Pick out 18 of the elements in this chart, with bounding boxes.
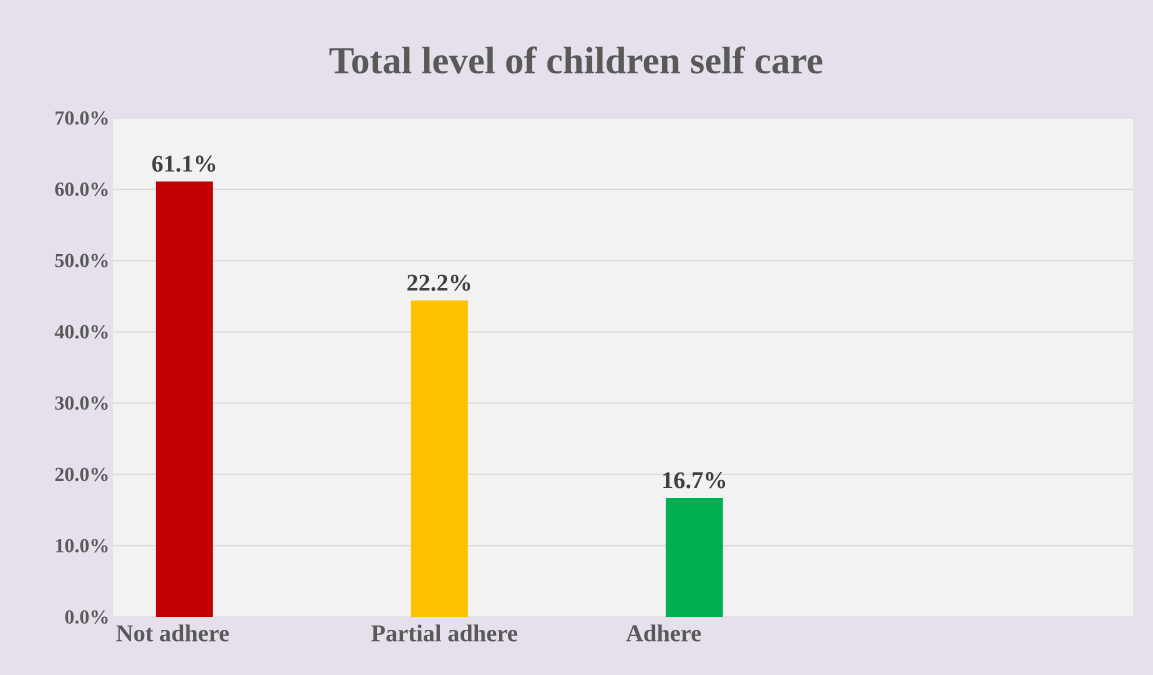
y-tick-label: 20.0% <box>55 467 108 482</box>
bar <box>155 181 213 617</box>
bar <box>410 300 468 617</box>
y-tick-label: 60.0% <box>55 182 108 197</box>
y-tick-label: 50.0% <box>55 253 108 268</box>
y-tick-label: 70.0% <box>55 111 108 125</box>
y-tick-label: 30.0% <box>55 396 108 410</box>
data-label: 16.7% <box>663 472 726 489</box>
x-tick-label: Partial adhere <box>371 624 518 642</box>
y-tick-label: 40.0% <box>54 325 108 339</box>
x-tick-label: Adhere <box>626 624 701 642</box>
data-label: 61.1% <box>152 155 216 172</box>
chart-title: Total level of children self care <box>329 46 823 74</box>
bar <box>665 497 723 617</box>
annotation: 22.2% <box>407 274 471 291</box>
y-tick-label: 0.0% <box>65 610 108 624</box>
x-tick-label: Not adhere <box>116 624 229 642</box>
y-tick-label: 10.0% <box>56 538 108 553</box>
